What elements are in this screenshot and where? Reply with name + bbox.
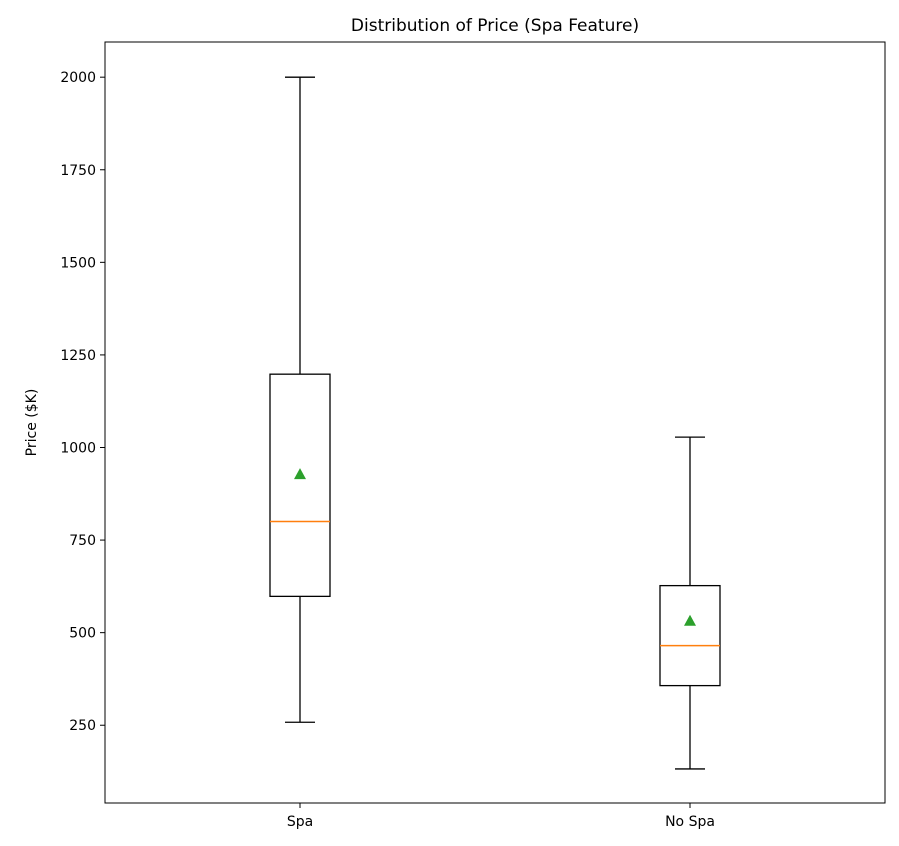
y-tick-label: 1000 (60, 440, 96, 456)
y-tick-label: 250 (69, 718, 96, 734)
box-group (269, 76, 331, 723)
chart-title: Distribution of Price (Spa Feature) (351, 16, 639, 36)
y-tick-label: 1750 (60, 163, 96, 179)
y-tick-label: 750 (69, 533, 96, 549)
plot-area-frame (104, 41, 886, 804)
y-axis-ticks: 250 500 750 1000 1250 1500 1750 2000 (60, 70, 105, 734)
box-series (269, 76, 721, 770)
y-tick-label: 500 (69, 626, 96, 642)
y-tick-label: 2000 (60, 70, 96, 86)
y-axis-label: Price ($K) (24, 389, 40, 457)
box-iqr (269, 373, 331, 598)
x-tick-label: Spa (287, 814, 313, 830)
mean-marker (294, 468, 306, 480)
mean-marker (684, 614, 696, 626)
box-group (659, 436, 721, 770)
y-tick-label: 1250 (60, 348, 96, 364)
x-axis-ticks: Spa No Spa (287, 803, 715, 830)
x-tick-label: No Spa (665, 814, 715, 830)
box-iqr (659, 584, 721, 687)
y-tick-label: 1500 (60, 255, 96, 271)
